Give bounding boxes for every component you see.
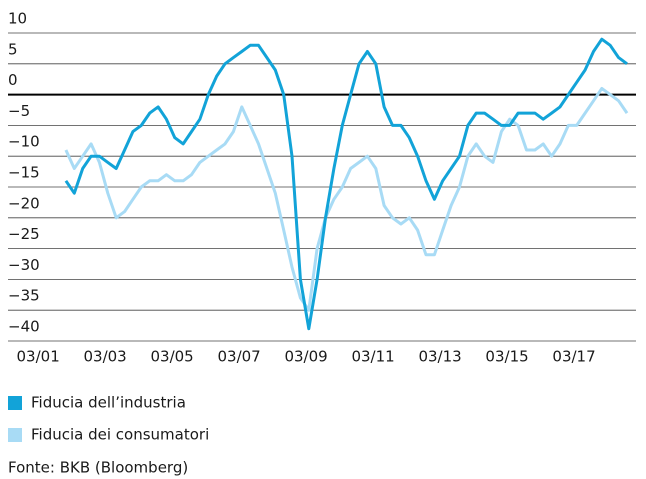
y-tick-label: −40 <box>8 318 40 336</box>
legend-swatch <box>8 396 22 410</box>
x-tick-label: 03/15 <box>485 348 528 366</box>
y-tick-label: −25 <box>8 225 40 243</box>
legend-label: Fiducia dell’industria <box>31 394 186 412</box>
y-tick-label: −30 <box>8 256 40 274</box>
y-tick-label: −35 <box>8 287 40 305</box>
x-tick-label: 03/03 <box>84 348 127 366</box>
series-line <box>64 86 629 312</box>
x-tick-label: 03/13 <box>418 348 461 366</box>
legend-swatch <box>8 428 22 442</box>
y-tick-label: 0 <box>8 71 18 89</box>
x-tick-label: 03/09 <box>284 348 327 366</box>
y-tick-label: 10 <box>8 10 27 28</box>
y-tick-label: −15 <box>8 164 40 182</box>
x-tick-label: 03/17 <box>552 348 595 366</box>
x-tick-label: 03/01 <box>17 348 60 366</box>
y-tick-label: −20 <box>8 194 40 212</box>
x-tick-label: 03/07 <box>217 348 260 366</box>
x-tick-label: 03/11 <box>351 348 394 366</box>
source: Fonte: BKB (Bloomberg) <box>8 459 188 477</box>
series-line <box>64 37 628 331</box>
y-tick-label: −10 <box>8 133 40 151</box>
x-tick-label: 03/05 <box>151 348 194 366</box>
y-tick-label: −5 <box>8 102 30 120</box>
y-tick-label: 5 <box>8 40 18 58</box>
legend-label: Fiducia dei consumatori <box>31 426 209 444</box>
